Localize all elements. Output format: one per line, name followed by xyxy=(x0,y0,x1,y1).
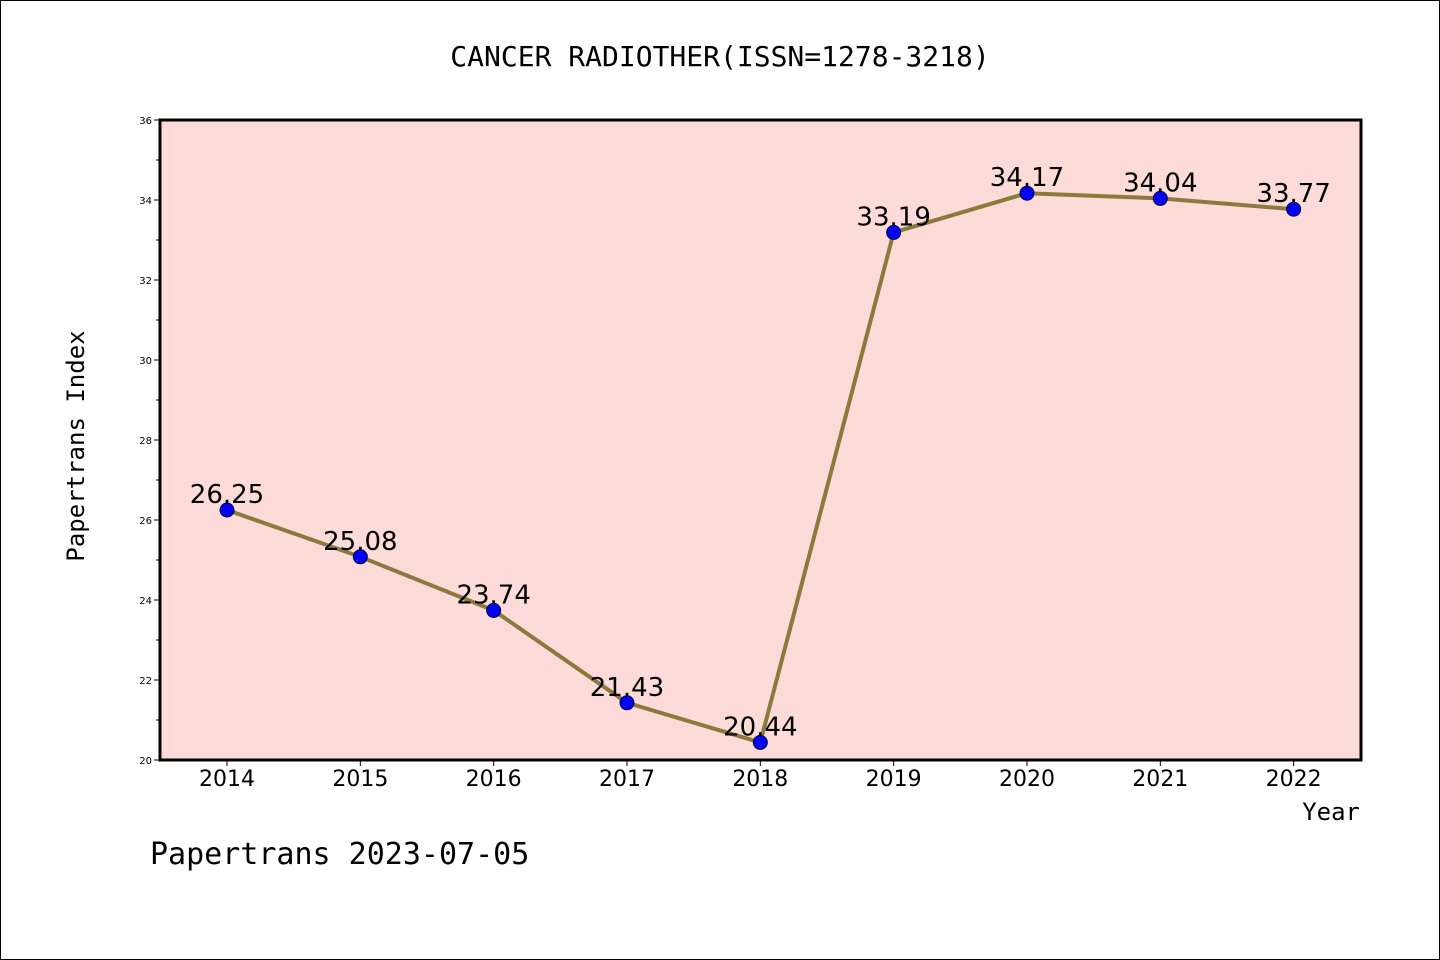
x-tick-label: 2019 xyxy=(866,767,922,792)
data-label: 25.08 xyxy=(323,527,397,557)
data-point xyxy=(619,695,635,711)
data-point xyxy=(886,224,902,240)
data-label: 23.74 xyxy=(456,580,530,610)
data-point xyxy=(1019,185,1035,201)
x-axis-label: Year xyxy=(1302,798,1360,826)
footer-text: Papertrans 2023-07-05 xyxy=(150,837,529,872)
y-tick-label: 34 xyxy=(139,196,152,207)
data-point xyxy=(486,602,502,618)
data-points xyxy=(219,185,1302,750)
x-tick-label: 2015 xyxy=(332,767,388,792)
data-label: 33.77 xyxy=(1256,179,1330,209)
y-tick-label: 24 xyxy=(139,596,152,607)
data-labels: 26.25 25.08 23.74 21.43 20.44 33.19 34.17 34.04… xyxy=(190,163,1331,742)
y-tick-label: 32 xyxy=(139,276,152,287)
plot-area xyxy=(160,120,1361,760)
data-label: 26.25 xyxy=(190,480,264,510)
x-tick-label: 2016 xyxy=(466,767,522,792)
data-label: 20.44 xyxy=(723,712,797,742)
y-axis: 20 22 24 26 28 30 32 34 36 xyxy=(139,116,160,767)
y-tick-label: 22 xyxy=(139,676,152,687)
y-tick-label: 20 xyxy=(139,756,152,767)
data-point xyxy=(1286,201,1302,217)
data-label: 33.19 xyxy=(856,202,930,232)
y-axis-label: Papertrans Index xyxy=(62,330,90,561)
data-point xyxy=(752,734,768,750)
y-tick-label: 36 xyxy=(139,116,152,127)
x-tick-label: 2017 xyxy=(599,767,655,792)
data-point xyxy=(352,549,368,565)
x-tick-label: 2014 xyxy=(199,767,255,792)
data-point xyxy=(219,502,235,518)
x-axis: 2014 2015 2016 2017 2018 2019 2020 2021 2022 xyxy=(199,760,1322,792)
y-tick-label: 28 xyxy=(139,436,152,447)
x-tick-label: 2022 xyxy=(1266,767,1322,792)
x-tick-label: 2018 xyxy=(732,767,788,792)
data-label: 21.43 xyxy=(590,673,664,703)
y-tick-label: 26 xyxy=(139,516,152,527)
data-label: 34.17 xyxy=(990,163,1064,193)
x-tick-label: 2020 xyxy=(999,767,1055,792)
plot-border xyxy=(158,118,1363,762)
data-point xyxy=(1152,190,1168,206)
x-tick-label: 2021 xyxy=(1132,767,1188,792)
data-label: 34.04 xyxy=(1123,168,1197,198)
y-tick-label: 30 xyxy=(139,356,152,367)
chart-title: CANCER RADIOTHER(ISSN=1278-3218) xyxy=(450,40,989,73)
